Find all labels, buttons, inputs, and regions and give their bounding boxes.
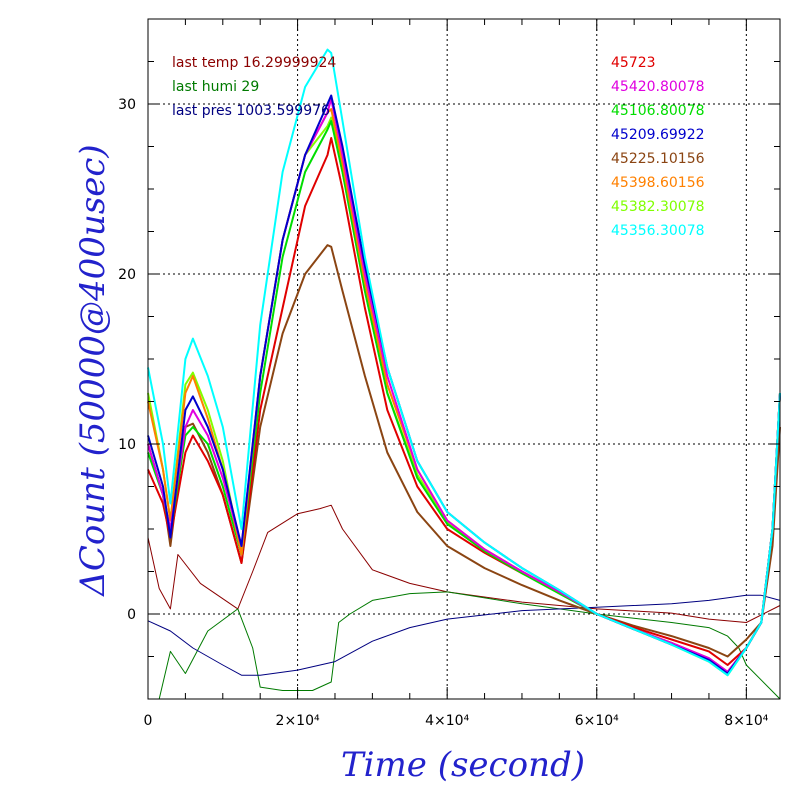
legend-left-entry-1: last humi 29 [172, 79, 259, 95]
series-line-9 [148, 591, 781, 700]
legend-right-entry-6: 45382.30078 [611, 199, 705, 215]
y-tick-label-2: 20 [118, 267, 136, 283]
x-tick-label-1: 2×10⁴ [276, 713, 320, 729]
series-line-4 [147, 244, 781, 658]
legend-left-entry-2: last pres 1003.599976 [172, 103, 330, 119]
y-tick-label-1: 10 [118, 437, 136, 453]
legend-left: last temp 16.29999924 last humi 29 last pr… [172, 55, 336, 119]
y-tick-label-3: 30 [118, 97, 136, 113]
legend-right: 45723 45420.80078 45106.80078 45209.69922 45… [611, 55, 705, 239]
legend-right-entry-5: 45398.60156 [611, 175, 705, 191]
legend-right-entry-7: 45356.30078 [611, 223, 705, 239]
series-line-10 [147, 594, 781, 676]
series-line-1 [147, 97, 781, 673]
y-axis-title: ΔCount (50000@400usec) [73, 144, 113, 597]
series-line-7 [147, 48, 781, 677]
x-tick-label-3: 6×10⁴ [575, 713, 619, 729]
tick-labels: 0 2×10⁴ 4×10⁴ 6×10⁴ 8×10⁴ 0 10 20 30 [118, 97, 769, 729]
legend-right-entry-1: 45420.80078 [611, 79, 705, 95]
grid-lines [148, 19, 780, 699]
axis-ticks [147, 18, 780, 700]
legend-right-entry-0: 45723 [611, 55, 656, 71]
series-line-0 [147, 137, 781, 666]
legend-right-entry-3: 45209.69922 [611, 127, 705, 143]
x-tick-label-0: 0 [144, 713, 153, 729]
x-tick-label-4: 8×10⁴ [724, 713, 768, 729]
x-tick-label-2: 4×10⁴ [425, 713, 469, 729]
legend-right-entry-4: 45225.10156 [611, 151, 705, 167]
x-axis-title: Time (second) [341, 745, 585, 785]
legend-right-entry-2: 45106.80078 [611, 103, 705, 119]
series-line-8 [147, 504, 781, 623]
y-tick-label-0: 0 [127, 607, 136, 623]
legend-left-entry-0: last temp 16.29999924 [172, 55, 336, 71]
series-layer [147, 48, 781, 700]
